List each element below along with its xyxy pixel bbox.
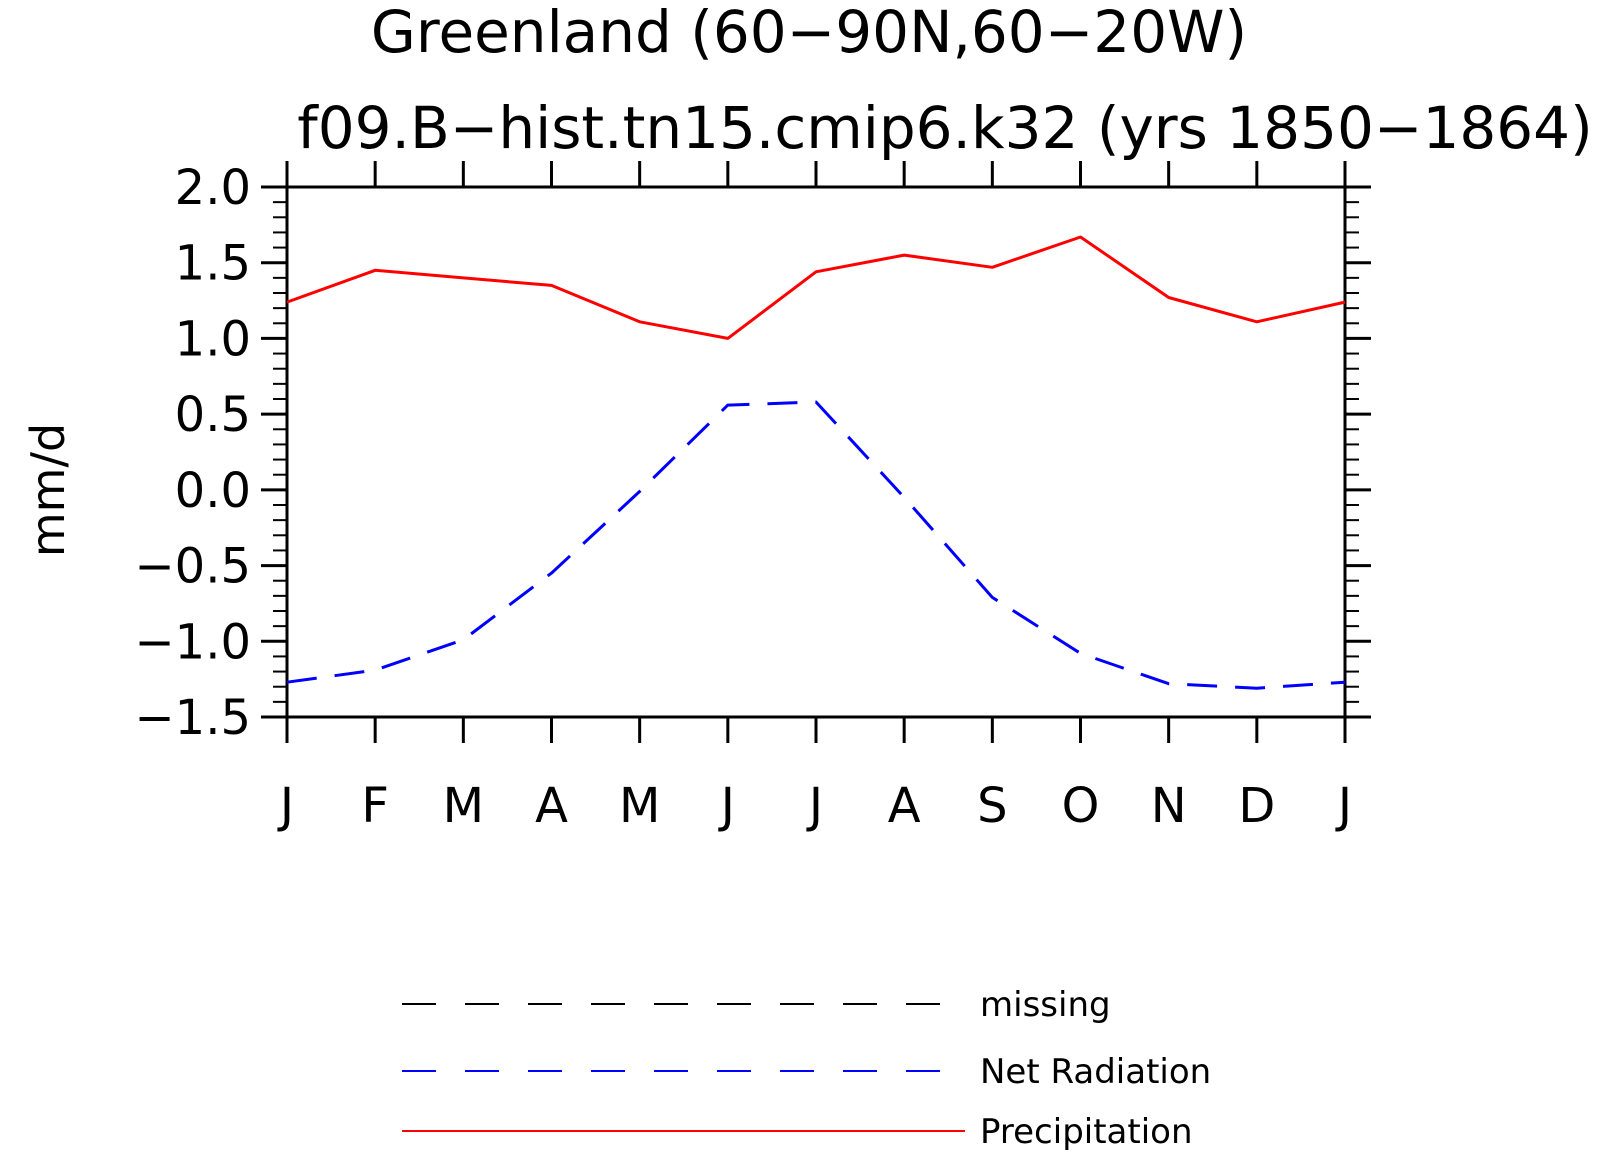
series-line-net-radiation xyxy=(286,400,1346,690)
y-tick-label: −1.5 xyxy=(134,690,251,746)
legend-label: Precipitation xyxy=(980,1112,1193,1152)
x-tick-label: A xyxy=(535,778,568,834)
series-line-precipitation xyxy=(286,235,1346,340)
y-axis-label: mm/d xyxy=(21,423,75,557)
legend-label: missing xyxy=(980,985,1111,1025)
x-tick-label: J xyxy=(277,778,294,834)
y-tick-label: 1.0 xyxy=(175,311,251,367)
y-tick-label: 1.5 xyxy=(175,236,251,292)
x-tick-label: M xyxy=(443,778,484,834)
y-tick-label: −1.0 xyxy=(134,614,251,670)
x-tick-label: J xyxy=(1335,778,1352,834)
x-tick-label: O xyxy=(1062,778,1100,834)
plot-area: 2.01.51.00.50.0−0.5−1.0−1.5J F M A M J J A S O N D J xyxy=(134,160,1371,834)
chart-subtitle: f09.B−hist.tn15.cmip6.k32 (yrs 1850−1864… xyxy=(297,94,1592,162)
x-tick-label: A xyxy=(888,778,921,834)
y-tick-label: 2.0 xyxy=(175,160,251,216)
x-tick-label: S xyxy=(977,778,1007,834)
plot-frame xyxy=(285,185,1347,719)
x-tick-label: D xyxy=(1238,778,1275,834)
y-tick-label: 0.5 xyxy=(175,387,251,443)
chart-title: Greenland (60−90N,60−20W) xyxy=(371,0,1247,66)
legend: missing Net Radiation Precipitation xyxy=(402,985,1211,1152)
x-tick-label: J xyxy=(718,778,735,834)
y-tick-label: −0.5 xyxy=(134,539,251,595)
x-tick-label: F xyxy=(361,778,389,834)
x-tick-label: M xyxy=(619,778,660,834)
x-tick-label: N xyxy=(1151,778,1187,834)
legend-label: Net Radiation xyxy=(980,1052,1211,1092)
y-tick-label: 0.0 xyxy=(175,463,251,519)
x-tick-label: J xyxy=(806,778,823,834)
